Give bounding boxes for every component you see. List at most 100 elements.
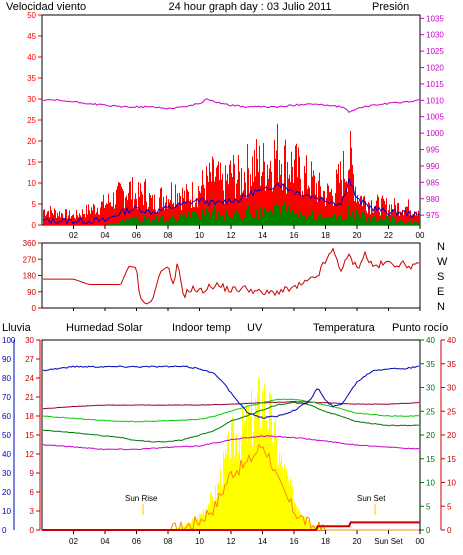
wind-x-tick-label: 20 [353,231,362,240]
wind-x-tick-label: 06 [132,231,141,240]
pressure-y-tick-label: 1015 [426,80,444,89]
wind-y-tick-label: 50 [27,11,36,20]
rain-y-tick-label: 15 [25,431,34,440]
pressure-y-tick-label: 980 [426,195,440,204]
wind-x-tick-label: 00 [416,231,425,240]
humidity-y-tick-label: 50 [2,431,11,440]
sun-rise-label: Sun Rise [125,494,158,503]
temp-panel: 0102030405060708090100036912151821242730… [2,336,456,546]
chart-title: 24 hour graph day : 03 Julio 2011 [168,1,331,13]
pressure-y-tick-label: 985 [426,178,440,187]
humidity-y-tick-label: 80 [2,374,11,383]
legend-solar: Solar [117,322,143,334]
sun-set-label: Sun Set [357,494,386,503]
temperature-line [42,401,420,443]
dewpoint-line [42,435,420,451]
wind-x-tick-label: 16 [290,231,299,240]
direction-letter-n-top: N [437,241,445,253]
temp-y-tick-label: 40 [426,336,435,345]
wind-y-tick-label: 25 [27,116,36,125]
legend-rain: Lluvia [2,322,32,334]
dewpoint-y-tick-label: 30 [447,384,456,393]
dewpoint-y-tick-label: 10 [447,479,456,488]
pressure-line [42,98,420,114]
wind-panel: 0510152025303540455097598098599099510001… [27,11,444,240]
wind-y-tick-label: 35 [27,74,36,83]
wind-x-tick-label: 10 [195,231,204,240]
wind-y-tick-label: 10 [27,179,36,188]
wind-y-tick-label: 5 [32,200,37,209]
wind-speed-title: Velocidad viento [6,1,86,13]
temp-x-tick-label: 14 [258,537,267,546]
temp-y-tick-label: 20 [426,431,435,440]
legend-temperature: Temperatura [313,322,376,334]
wind-y-tick-label: 40 [27,53,36,62]
wind-y-tick-label: 20 [27,137,36,146]
rain-y-tick-label: 9 [30,469,35,478]
pressure-y-tick-label: 1035 [426,14,444,23]
pressure-y-tick-label: 1030 [426,31,444,40]
pressure-y-tick-label: 1005 [426,113,444,122]
wind-y-tick-label: 0 [32,221,37,230]
rain-y-tick-label: 30 [25,336,34,345]
dewpoint-y-tick-label: 40 [447,336,456,345]
rain-y-tick-label: 27 [25,355,34,364]
direction-y-tick-label: 90 [27,288,36,297]
humidity-y-tick-label: 0 [2,526,7,535]
direction-y-tick-label: 360 [23,239,37,248]
direction-letter-s: S [437,271,444,283]
temp-x-tick-label: 02 [69,537,78,546]
wind-x-tick-label: 22 [384,231,393,240]
rain-y-tick-label: 3 [30,507,35,516]
humidity-y-tick-label: 20 [2,488,11,497]
wind-x-tick-label: 02 [69,231,78,240]
temp-x-tick-label: 08 [164,537,173,546]
humidity-y-tick-label: 60 [2,412,11,421]
temp-y-tick-label: 0 [426,526,431,535]
direction-letter-w: W [437,256,448,268]
temp-x-tick-label: Sun Set [374,537,403,546]
wind-direction-line [43,247,420,305]
direction-panel: 0 90 180 270 360 [23,239,421,313]
humidity-y-tick-label: 90 [2,355,11,364]
direction-letter-n-bottom: N [437,301,445,313]
rain-y-tick-label: 21 [25,393,34,402]
dewpoint-y-tick-label: 5 [447,502,452,511]
rain-y-tick-label: 0 [30,526,35,535]
rain-y-tick-label: 18 [25,412,34,421]
legend-dewpoint: Punto rocío [392,322,448,334]
legend-uv: UV [247,322,263,334]
pressure-y-tick-label: 975 [426,211,440,220]
wind-y-tick-label: 30 [27,95,36,104]
temp-y-tick-label: 35 [426,360,435,369]
humidity-line [42,365,420,419]
wind-x-tick-label: 14 [258,231,267,240]
temp-x-tick-label: 20 [353,537,362,546]
wind-y-tick-label: 15 [27,158,36,167]
rain-y-tick-label: 24 [25,374,34,383]
direction-y-tick-label: 180 [23,272,37,281]
temp-x-tick-label: 06 [132,537,141,546]
rain-y-tick-label: 12 [25,450,34,459]
temp-x-tick-label: 04 [101,537,110,546]
temp-y-tick-label: 25 [426,407,435,416]
temp-y-tick-label: 30 [426,384,435,393]
wind-x-tick-label: 18 [321,231,330,240]
rain-line [42,521,420,531]
humidity-y-tick-label: 10 [2,507,11,516]
wind-x-tick-label: 12 [227,231,236,240]
humidity-y-tick-label: 40 [2,450,11,459]
temp-y-tick-label: 10 [426,479,435,488]
dewpoint-y-tick-label: 20 [447,431,456,440]
temp-x-tick-label: 12 [227,537,236,546]
dewpoint-y-tick-label: 15 [447,455,456,464]
pressure-y-tick-label: 1010 [426,96,444,105]
temp-x-tick-label: 00 [416,537,425,546]
direction-y-tick-label: 0 [32,304,37,313]
temp-x-tick-label: 10 [195,537,204,546]
humidity-y-tick-label: 100 [2,336,16,345]
temp-y-tick-label: 15 [426,455,435,464]
humidity-y-tick-label: 30 [2,469,11,478]
legend-indoor: Indoor temp [172,322,231,334]
